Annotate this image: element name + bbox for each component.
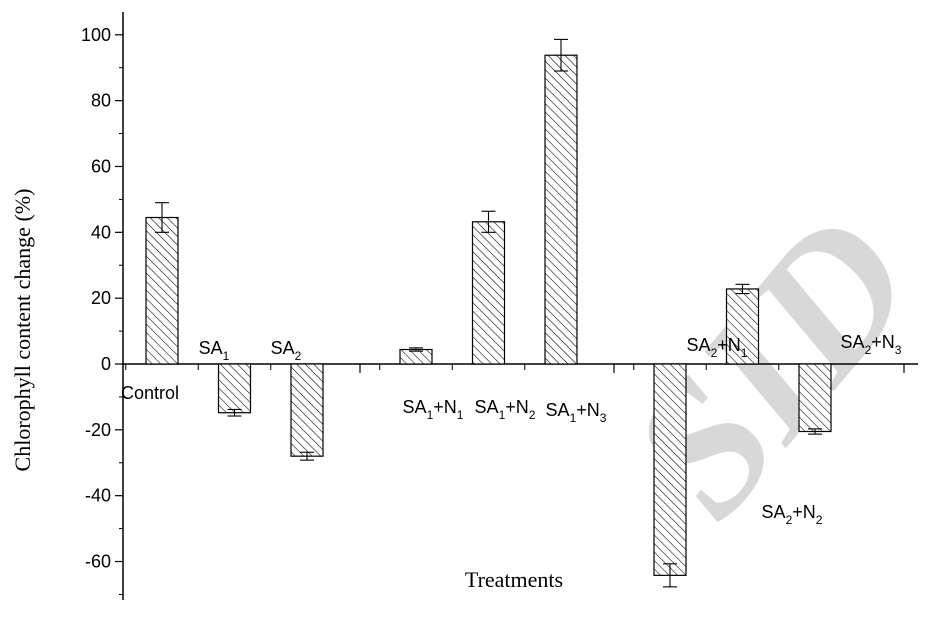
y-tick-label: -40 [85,486,111,506]
y-tick-label: 100 [81,25,111,45]
category-label: SA2 [271,338,302,363]
category-label: SA2+N3 [841,332,902,357]
bar [725,288,760,365]
axes: -60 -40 -20 0 20 40 60 80 100 [81,12,918,600]
bar [217,363,252,414]
y-tick-label: 40 [91,222,111,242]
y-tick-label: -60 [85,552,111,572]
category-label: Control [121,383,179,403]
y-tick-label: 80 [91,91,111,111]
bar [544,54,578,365]
category-label: SA1+N1 [403,397,464,422]
bar [798,363,832,433]
y-axis-title: Chlorophyll content change (%) [10,189,35,472]
bar [653,363,687,576]
category-labels: Control SA1 SA2 SA1+N1 SA1+N2 SA1+N3 SA2+N1 SA2… [121,332,902,527]
bars [145,38,832,588]
y-tick-label: 0 [101,354,111,374]
category-label: SA1 [199,338,230,363]
watermark-text: SID [590,177,926,555]
watermark: SID [590,177,926,555]
y-tick-label: -20 [85,420,111,440]
bar [290,363,324,457]
bar [471,221,506,365]
category-label: SA2+N2 [762,502,823,527]
x-axis-title: Treatments [465,567,563,592]
category-label: SA1+N2 [475,397,536,422]
category-label: SA1+N3 [546,400,607,425]
category-label: SA2+N1 [687,335,748,360]
y-tick-label: 60 [91,156,111,176]
bar [145,216,179,365]
y-tick-label: 20 [91,288,111,308]
